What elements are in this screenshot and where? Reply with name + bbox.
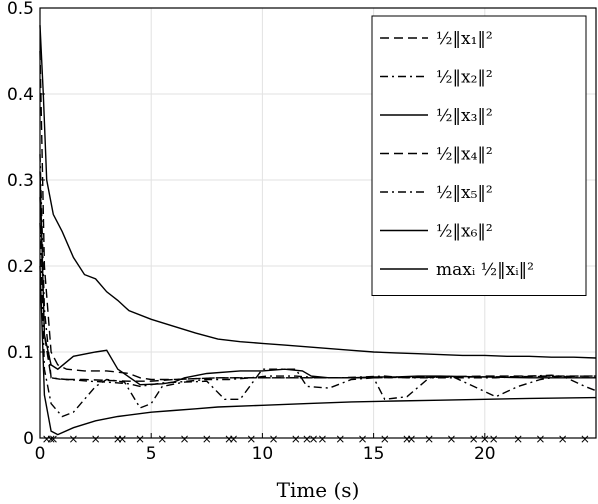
event-marker: ×: [202, 432, 212, 446]
event-marker: ×: [180, 432, 190, 446]
x-tick-label: 15: [363, 444, 385, 464]
legend-label-7: maxᵢ ½‖xᵢ‖²: [436, 260, 534, 280]
event-marker: ×: [113, 432, 123, 446]
series-line-2: [39, 154, 596, 388]
event-marker: ×: [535, 432, 545, 446]
event-marker: ×: [42, 432, 52, 446]
series-line-4: [39, 197, 596, 382]
series-layer: [39, 25, 597, 436]
event-marker: ×: [489, 432, 499, 446]
event-marker: ×: [480, 432, 490, 446]
legend: ½‖x₁‖² ½‖x₂‖² ½‖x₃‖² ½‖x₄‖² ½‖x₅‖² ½‖x₆‖² maxᵢ…: [371, 15, 587, 296]
event-marker: ×: [406, 432, 416, 446]
event-marker: ×: [268, 432, 278, 446]
y-tick-label: 0.2: [7, 257, 34, 277]
x-tick-label: 20: [474, 444, 496, 464]
event-marker: ×: [302, 432, 312, 446]
event-marker: ×: [228, 432, 238, 446]
event-marker: ×: [157, 432, 167, 446]
y-tick-label: 0.4: [7, 85, 34, 105]
event-marker: ×: [446, 432, 456, 446]
event-marker: ×: [335, 432, 345, 446]
event-marker: ×: [558, 432, 568, 446]
marker-layer: ××× × × ×× × × × × ×× × × × ××× × × × ×× × × × ×× × × × ×: [42, 432, 590, 446]
event-marker: ×: [380, 432, 390, 446]
series-line-7: [39, 25, 597, 359]
y-tick-label: 0.3: [7, 171, 34, 191]
x-tick-label: 10: [252, 444, 274, 464]
event-marker: ×: [580, 432, 590, 446]
series-line-6: [39, 265, 597, 436]
event-marker: ×: [513, 432, 523, 446]
event-marker: ×: [309, 432, 319, 446]
y-axis-ticks: 0 0.1 0.2 0.3 0.4 0.5: [7, 0, 45, 449]
series-line-5: [39, 222, 597, 418]
event-marker: ×: [117, 432, 127, 446]
legend-label-4: ½‖x₄‖²: [436, 145, 493, 165]
x-tick-label: 5: [146, 444, 157, 464]
series-line-3: [39, 171, 596, 386]
event-marker: ×: [46, 432, 56, 446]
legend-label-2: ½‖x₂‖²: [436, 68, 493, 88]
legend-box: [371, 15, 587, 296]
x-axis-title: Time (s): [277, 478, 360, 502]
legend-label-6: ½‖x₆‖²: [436, 222, 493, 242]
plot-frame: [39, 7, 597, 439]
event-marker: ×: [402, 432, 412, 446]
x-axis-ticks: 0 5 10 15 20: [35, 433, 496, 464]
event-marker: ×: [48, 432, 58, 446]
event-marker: ×: [317, 432, 327, 446]
event-marker: ×: [424, 432, 434, 446]
event-marker: ×: [469, 432, 479, 446]
event-marker: ×: [224, 432, 234, 446]
legend-label-1: ½‖x₁‖²: [436, 29, 493, 49]
event-marker: ×: [135, 432, 145, 446]
legend-label-3: ½‖x₃‖²: [436, 106, 493, 126]
event-marker: ×: [68, 432, 78, 446]
x-tick-label: 0: [35, 444, 46, 464]
event-marker: ×: [246, 432, 256, 446]
legend-label-5: ½‖x₅‖²: [436, 183, 493, 203]
y-tick-label: 0: [23, 429, 34, 449]
event-marker: ×: [291, 432, 301, 446]
y-tick-label: 0.1: [7, 343, 34, 363]
event-marker: ×: [91, 432, 101, 446]
event-marker: ×: [357, 432, 367, 446]
y-tick-label: 0.5: [7, 0, 34, 19]
